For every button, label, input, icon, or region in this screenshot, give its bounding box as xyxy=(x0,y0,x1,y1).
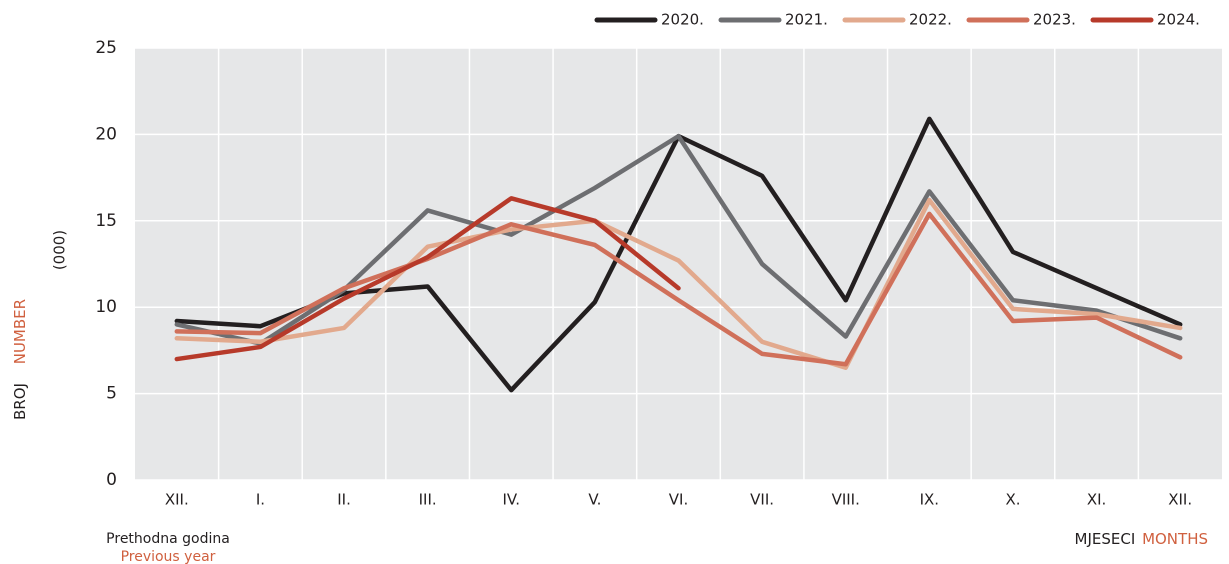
x-tick-label: V. xyxy=(588,491,601,509)
x-tick-label: II. xyxy=(337,491,351,509)
legend-label: 2022. xyxy=(909,11,952,29)
y-tick-label: 5 xyxy=(106,384,117,404)
series-line xyxy=(174,196,681,362)
x-tick-label: XII. xyxy=(165,491,189,509)
unit-label: (000) xyxy=(51,230,69,270)
plot-area xyxy=(135,48,1222,480)
note-hr: Prethodna godina xyxy=(106,531,230,547)
series-line xyxy=(174,211,1183,367)
y-label-hr: BROJ xyxy=(11,383,29,420)
x-tick-label: VIII. xyxy=(832,491,860,509)
y-axis-label: BROJ NUMBER xyxy=(11,299,29,420)
x-tick-label: X. xyxy=(1005,491,1020,509)
note-en: Previous year xyxy=(121,549,216,564)
legend-label: 2023. xyxy=(1033,11,1076,29)
x-tick-label: III. xyxy=(419,491,437,509)
y-tick-label: 25 xyxy=(95,38,117,58)
y-label-en: NUMBER xyxy=(11,299,29,364)
x-axis-label: MJESECI MONTHS xyxy=(1075,530,1208,548)
series-line xyxy=(174,197,1183,370)
x-tick-label: VI. xyxy=(669,491,688,509)
x-tick-label: IX. xyxy=(920,491,939,509)
legend-label: 2020. xyxy=(661,11,704,29)
x-tick-label: XI. xyxy=(1087,491,1106,509)
legend-label: 2024. xyxy=(1157,11,1200,29)
y-tick-label: 20 xyxy=(95,124,117,144)
x-tick-label: I. xyxy=(256,491,265,509)
x-tick-label: VII. xyxy=(750,491,774,509)
x-tick-label: IV. xyxy=(503,491,521,509)
x-tick-label: XII. xyxy=(1168,491,1192,509)
legend-label: 2021. xyxy=(785,11,828,29)
y-tick-label: 0 xyxy=(106,470,117,490)
y-tick-label: 10 xyxy=(95,297,117,317)
x-label-en: MONTHS xyxy=(1142,530,1208,548)
x-label-hr: MJESECI xyxy=(1075,530,1136,548)
y-tick-label: 15 xyxy=(95,211,117,231)
